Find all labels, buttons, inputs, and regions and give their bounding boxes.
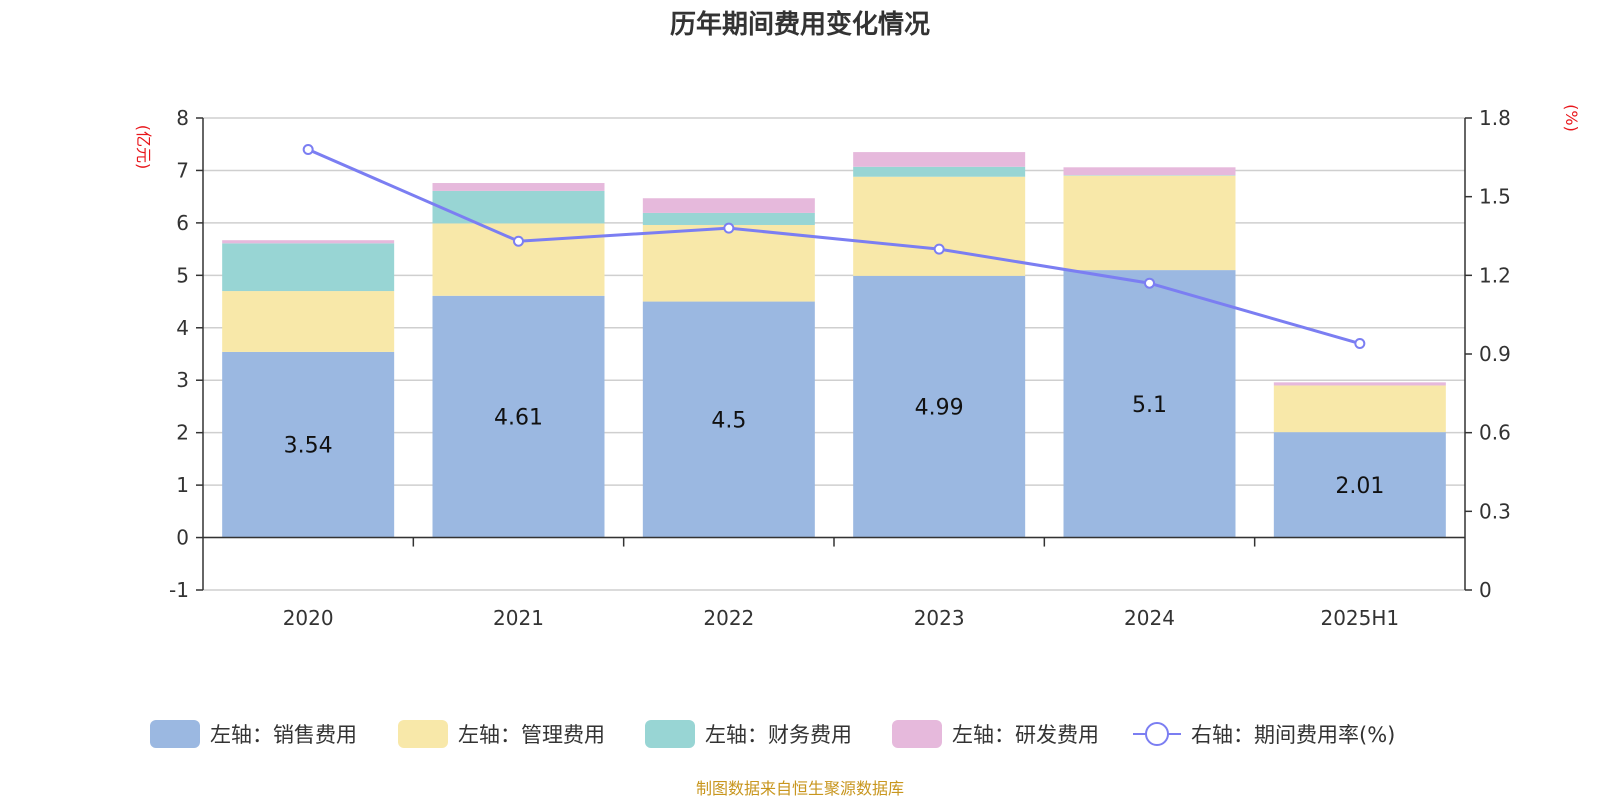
bar-value-label: 4.99 <box>915 396 964 421</box>
x-tick-label: 2020 <box>283 606 334 630</box>
bar-segment <box>222 291 395 352</box>
bar-segment <box>1063 270 1236 538</box>
x-tick-label: 2024 <box>1124 606 1175 630</box>
bar-segment <box>642 224 815 302</box>
bar-value-label: 5.1 <box>1132 393 1167 418</box>
right-tick-label: 0 <box>1479 578 1492 602</box>
bar-segment <box>853 176 1026 276</box>
data-labels: 3.54 4.61 4.5 4.99 5.1 2.01 <box>284 393 1385 499</box>
left-tick-label: 8 <box>176 106 189 130</box>
bar-segment <box>853 166 1026 177</box>
right-tick-label: 1.5 <box>1479 185 1511 209</box>
bar-segment <box>1273 382 1446 386</box>
x-tick-label: 2025H1 <box>1320 606 1399 630</box>
axes: -1 0 1 2 3 4 5 6 7 8 0 0.3 0.6 0.9 1.2 1.5 1.8 2020 2021 20… <box>169 106 1511 630</box>
right-axis-unit: (%) <box>1562 104 1581 132</box>
rate-point <box>933 243 945 255</box>
bar-segment <box>1273 432 1446 538</box>
rate-line <box>302 143 1366 350</box>
left-tick-label: 4 <box>176 316 189 340</box>
right-tick-label: 0.6 <box>1479 421 1511 445</box>
bar-segment <box>853 152 1026 167</box>
bar-segment <box>1273 385 1446 433</box>
left-tick-label: -1 <box>169 578 189 602</box>
rate-point <box>513 235 524 247</box>
x-tick-label: 2023 <box>914 606 965 630</box>
legend[interactable]: 左轴：销售费用 左轴：管理费用 左轴：财务费用 左轴：研发费用 右轴：期间费用率(%) <box>150 720 1395 748</box>
bar-value-label: 3.54 <box>284 434 333 459</box>
legend-swatch <box>398 720 448 748</box>
source-note: 制图数据来自恒生聚源数据库 <box>696 779 904 798</box>
bar-segment <box>642 212 815 225</box>
left-tick-label: 1 <box>176 473 189 497</box>
bar-segment <box>432 190 605 224</box>
left-tick-label: 5 <box>176 263 189 287</box>
left-tick-label: 0 <box>176 526 189 550</box>
bar-segment <box>1063 167 1236 176</box>
rate-point <box>1354 338 1366 350</box>
bar-segment <box>1063 175 1236 176</box>
legend-label: 左轴：销售费用 <box>210 723 357 747</box>
bar-segment <box>222 243 395 292</box>
right-tick-label: 0.3 <box>1479 499 1511 523</box>
legend-label: 右轴：期间费用率(%) <box>1191 723 1395 747</box>
x-tick-label: 2021 <box>493 606 544 630</box>
bar-value-label: 4.61 <box>494 406 543 431</box>
left-axis-unit: (亿元) <box>134 125 153 170</box>
left-tick-label: 7 <box>176 158 189 182</box>
bar-segment <box>1063 175 1236 271</box>
bar-value-label: 4.5 <box>711 409 746 434</box>
legend-label: 左轴：财务费用 <box>705 723 852 747</box>
bars <box>222 152 1446 539</box>
bar-segment <box>642 198 815 213</box>
left-tick-label: 6 <box>176 211 189 235</box>
left-tick-label: 2 <box>176 421 189 445</box>
left-tick-label: 3 <box>176 368 189 392</box>
right-tick-label: 1.2 <box>1479 263 1511 287</box>
legend-marker-icon <box>1145 722 1169 746</box>
rate-point <box>1144 277 1155 289</box>
right-tick-label: 0.9 <box>1479 342 1511 366</box>
bar-value-label: 2.01 <box>1335 474 1384 499</box>
bar-segment <box>432 295 605 538</box>
legend-swatch <box>645 720 695 748</box>
right-tick-label: 1.8 <box>1479 106 1511 130</box>
rate-line-path <box>307 148 1361 345</box>
legend-swatch <box>892 720 942 748</box>
x-tick-label: 2022 <box>703 606 754 630</box>
legend-swatch <box>150 720 200 748</box>
bar-segment <box>222 240 395 244</box>
bar-segment <box>432 223 605 296</box>
bar-segment <box>222 351 395 538</box>
bar-segment <box>432 183 605 191</box>
bar-segment <box>642 301 815 538</box>
chart-title: 历年期间费用变化情况 <box>670 9 930 40</box>
legend-label: 左轴：管理费用 <box>458 723 605 747</box>
rate-point <box>723 222 735 234</box>
legend-label: 左轴：研发费用 <box>952 723 1099 747</box>
rate-point <box>302 143 314 155</box>
bar-segment <box>853 275 1026 538</box>
